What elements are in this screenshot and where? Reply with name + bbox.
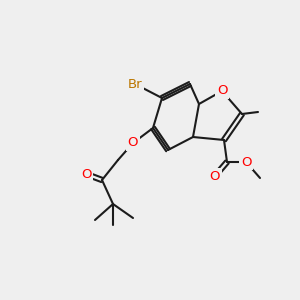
Text: O: O bbox=[81, 167, 91, 181]
Text: O: O bbox=[128, 136, 138, 149]
Text: O: O bbox=[241, 155, 251, 169]
Text: O: O bbox=[210, 169, 220, 182]
Text: O: O bbox=[217, 85, 227, 98]
Text: Br: Br bbox=[128, 77, 142, 91]
